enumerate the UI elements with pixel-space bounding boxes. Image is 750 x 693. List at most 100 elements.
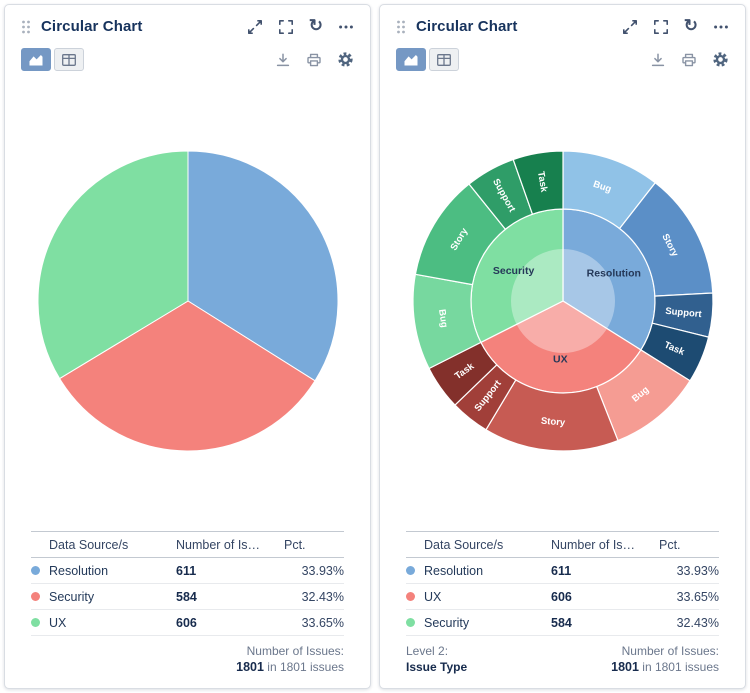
series-color-dot — [31, 566, 40, 575]
download-icon[interactable] — [650, 52, 666, 68]
pie-slice-UX[interactable] — [37, 150, 188, 380]
chart-view-toggle[interactable] — [21, 48, 51, 71]
series-value: 606 — [551, 589, 572, 604]
table-view-toggle[interactable] — [54, 48, 84, 71]
series-value: 611 — [551, 563, 572, 578]
fullscreen-icon[interactable] — [653, 19, 669, 35]
footer-level-info: Level 2: Issue Type — [406, 644, 467, 674]
series-pct: 33.93% — [676, 563, 719, 578]
legend-table: Data Source/s Number of Is… Pct. Resolut… — [31, 531, 344, 636]
issue-count-label: Number of Issues: — [621, 644, 719, 658]
legend-row[interactable]: Resolution 611 33.93% — [406, 558, 719, 584]
refresh-icon[interactable]: ↻ — [308, 16, 323, 35]
drag-handle-icon[interactable] — [396, 19, 406, 35]
series-label: Security — [424, 615, 470, 630]
print-icon[interactable] — [306, 52, 322, 68]
panel-title: Circular Chart — [41, 18, 143, 35]
sunburst-inner-label: UX — [553, 353, 568, 365]
pie-chart[interactable] — [5, 71, 370, 531]
panel-toolbar — [380, 43, 745, 71]
print-icon[interactable] — [681, 52, 697, 68]
sunburst-center — [510, 249, 615, 353]
series-color-dot — [31, 618, 40, 627]
series-color-dot — [31, 592, 40, 601]
series-color-dot — [406, 566, 415, 575]
pie-chart-panel: Circular Chart ↻ — [4, 4, 371, 689]
pie-slice-Security[interactable] — [58, 300, 316, 452]
series-pct: 33.93% — [301, 563, 344, 578]
collapse-expand-icon[interactable] — [622, 19, 638, 35]
panel-footer: Level 2: Issue Type Number of Issues: 18… — [380, 636, 745, 688]
download-icon[interactable] — [275, 52, 291, 68]
sunburst-outer-Security-Task[interactable] — [511, 150, 564, 215]
legend-row[interactable]: UX 606 33.65% — [31, 610, 344, 636]
chart-view-toggle[interactable] — [396, 48, 426, 71]
series-label: Resolution — [424, 563, 484, 578]
view-toggle — [396, 48, 459, 71]
series-color-dot — [406, 618, 415, 627]
series-pct: 32.43% — [301, 589, 344, 604]
level-value: Issue Type — [406, 660, 468, 674]
issue-count-value: 1801 — [611, 660, 639, 674]
chart-tools — [650, 51, 729, 68]
issue-count-label: Number of Issues: — [246, 644, 344, 658]
table-view-toggle[interactable] — [429, 48, 459, 71]
collapse-expand-icon[interactable] — [247, 19, 263, 35]
drag-handle-icon[interactable] — [21, 19, 31, 35]
sunburst-chart[interactable]: Bug Story Support Task Bug Story Support Task Bu… — [380, 71, 745, 531]
chart-tools — [275, 51, 354, 68]
sunburst-chart-panel: Circular Chart ↻ — [379, 4, 746, 689]
view-toggle — [21, 48, 84, 71]
issue-count-suffix: in 1801 issues — [267, 660, 344, 674]
header-actions: ↻ — [622, 16, 729, 35]
level-label: Level 2: — [406, 644, 449, 658]
series-value: 606 — [176, 615, 197, 630]
legend-header-pct: Pct. — [284, 537, 306, 552]
issue-count-suffix: in 1801 issues — [642, 660, 719, 674]
footer-issue-count: Number of Issues: 1801 in 1801 issues — [611, 644, 719, 674]
header-actions: ↻ — [247, 16, 354, 35]
legend-table: Data Source/s Number of Is… Pct. Resolut… — [406, 531, 719, 636]
panel-header: Circular Chart ↻ — [380, 5, 745, 43]
legend-header-pct: Pct. — [659, 537, 681, 552]
sunburst-inner-label: Security — [492, 265, 534, 277]
legend-row[interactable]: UX 606 33.65% — [406, 584, 719, 610]
sunburst-outer-label: Support — [664, 306, 702, 320]
panel-toolbar — [5, 43, 370, 71]
legend-row[interactable]: Security 584 32.43% — [406, 610, 719, 636]
series-pct: 32.43% — [676, 615, 719, 630]
footer-issue-count: Number of Issues: 1801 in 1801 issues — [236, 644, 344, 674]
series-label: Security — [49, 589, 95, 604]
pie-slice-Resolution[interactable] — [187, 150, 338, 382]
sunburst-outer-label: Bug — [436, 309, 450, 329]
series-label: UX — [424, 589, 442, 604]
settings-gear-icon[interactable] — [337, 51, 354, 68]
legend-header-row: Data Source/s Number of Is… Pct. — [406, 531, 719, 558]
sunburst-inner-label: Resolution — [586, 267, 640, 279]
issue-count-value: 1801 — [236, 660, 264, 674]
series-value: 611 — [176, 563, 197, 578]
more-menu-icon[interactable] — [713, 19, 729, 35]
legend-row[interactable]: Security 584 32.43% — [31, 584, 344, 610]
series-pct: 33.65% — [301, 615, 344, 630]
legend-header-row: Data Source/s Number of Is… Pct. — [31, 531, 344, 558]
series-label: Resolution — [49, 563, 109, 578]
settings-gear-icon[interactable] — [712, 51, 729, 68]
fullscreen-icon[interactable] — [278, 19, 294, 35]
legend-header-count: Number of Is… — [176, 537, 261, 552]
legend-header-source: Data Source/s — [49, 537, 129, 552]
sunburst-outer-label: Task — [534, 171, 548, 194]
legend-row[interactable]: Resolution 611 33.93% — [31, 558, 344, 584]
panel-title: Circular Chart — [416, 18, 518, 35]
series-value: 584 — [551, 615, 572, 630]
panel-header: Circular Chart ↻ — [5, 5, 370, 43]
sunburst-outer-label: Story — [540, 416, 566, 429]
series-pct: 33.65% — [676, 589, 719, 604]
series-value: 584 — [176, 589, 197, 604]
refresh-icon[interactable]: ↻ — [683, 16, 698, 35]
panel-footer: Number of Issues: 1801 in 1801 issues — [5, 636, 370, 688]
more-menu-icon[interactable] — [338, 19, 354, 35]
legend-header-source: Data Source/s — [424, 537, 504, 552]
series-color-dot — [406, 592, 415, 601]
